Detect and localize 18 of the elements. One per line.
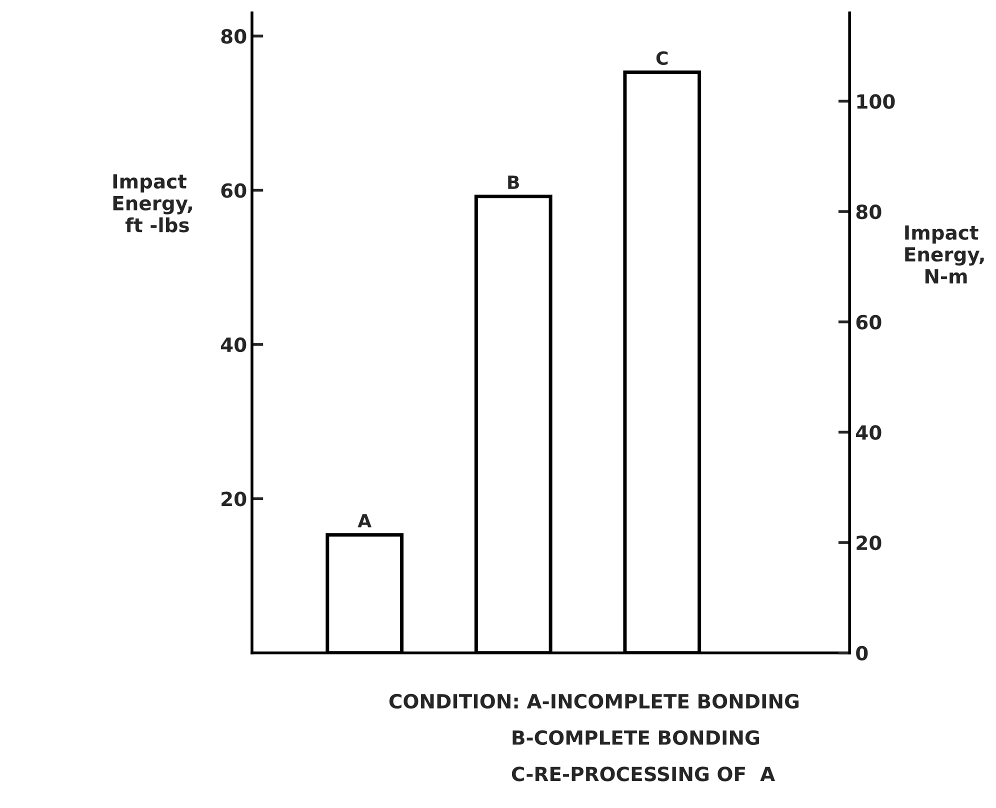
y2-tick-label: 20 <box>856 535 882 550</box>
y-tick-label: 60 <box>221 183 246 198</box>
y2-tick-label: 40 <box>856 425 882 440</box>
x-tick-label: C <box>656 51 668 65</box>
y-tick-label: 80 <box>221 29 246 44</box>
y-tick-label: 40 <box>220 337 246 352</box>
y2-tick-label: 60 <box>856 314 882 330</box>
y-tick-label: 20 <box>222 492 246 506</box>
text: B-COMPLETE BONDING <box>512 730 760 745</box>
y2-axis-title: Impact Energy, N-m <box>905 225 984 284</box>
x-tick-label: A <box>358 514 372 528</box>
y2-tick-label: 0 <box>856 646 868 661</box>
y-axis-title: Impact Energy, ft -lbs <box>113 174 192 232</box>
y2-tick-label: 100 <box>857 94 895 109</box>
x-tick-label: B <box>508 176 519 189</box>
text: CONDITION: A-INCOMPLETE BONDING <box>389 694 799 709</box>
text: C-RE-PROCESSING OF A <box>512 766 776 782</box>
y2-tick-label: 80 <box>856 204 882 220</box>
